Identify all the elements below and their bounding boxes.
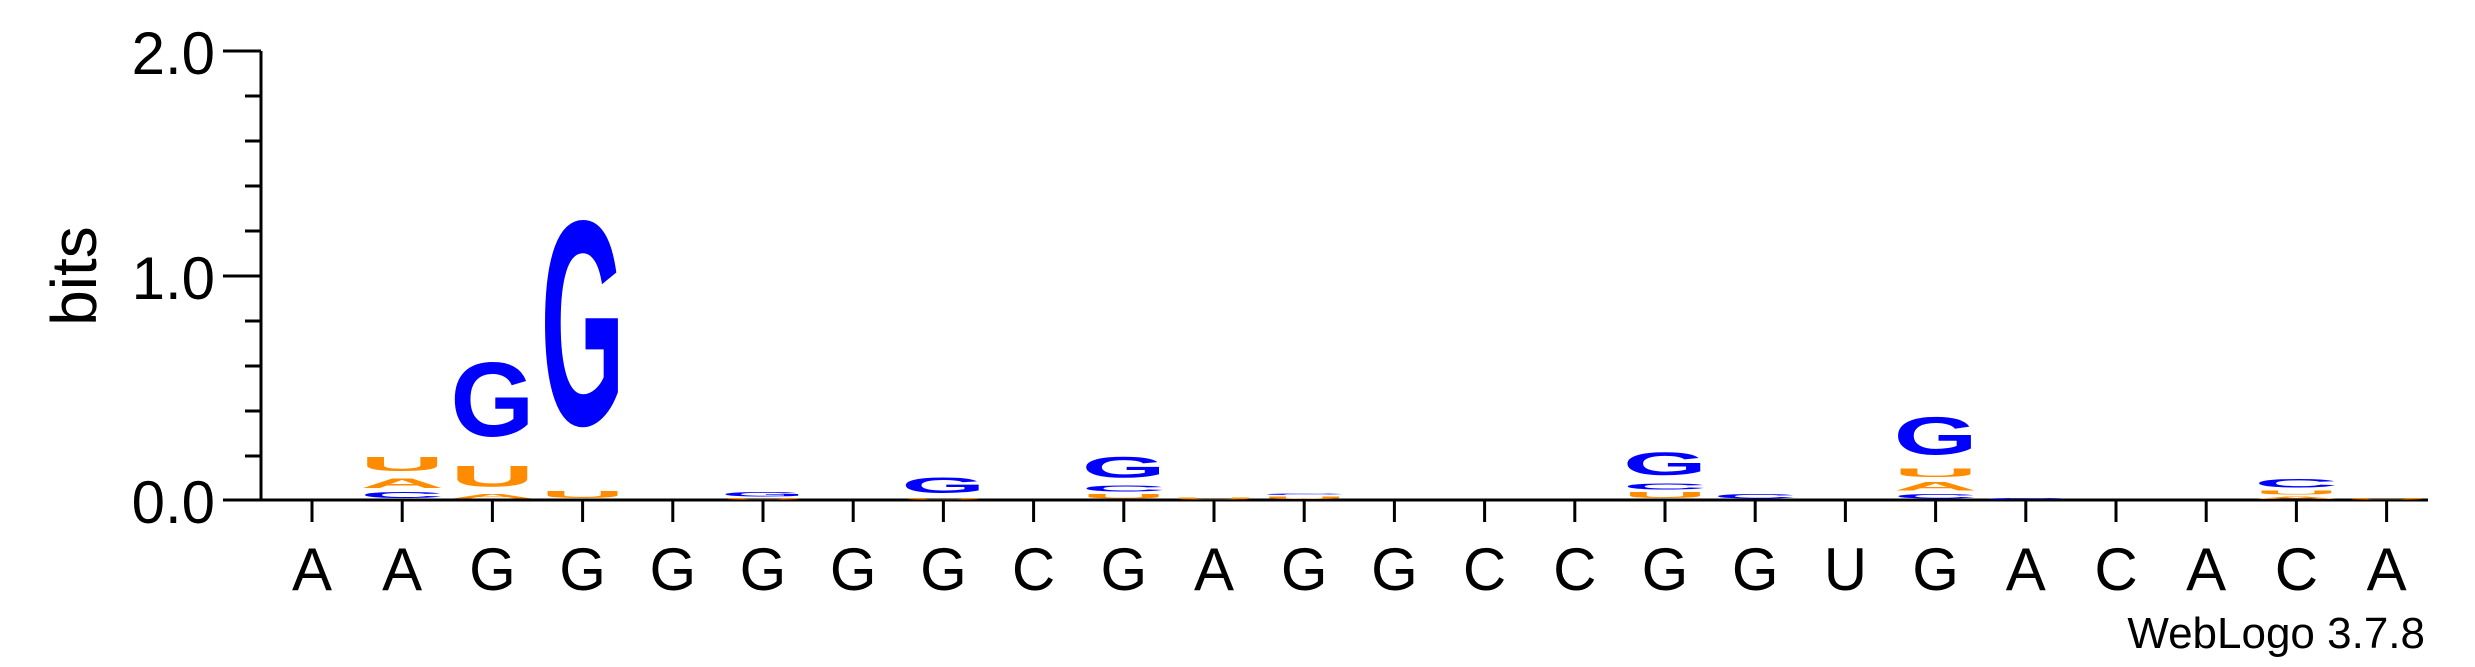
x-tick-label-20: A bbox=[2006, 536, 2046, 603]
logo-letter-C-pos-17: C bbox=[1713, 493, 1797, 500]
x-tick-label-14: C bbox=[1463, 536, 1506, 603]
x-tick-label-19: G bbox=[1912, 536, 1959, 603]
logo-letter-C-pos-20: C bbox=[1984, 498, 2068, 500]
logo-letter-A-pos-2: A bbox=[360, 475, 444, 491]
x-tick-label-2: A bbox=[382, 536, 422, 603]
y-tick-label-2.0: 2.0 bbox=[132, 20, 215, 87]
logo-letter-G-pos-10: G bbox=[1082, 450, 1166, 484]
x-tick-label-9: C bbox=[1012, 536, 1055, 603]
x-tick-label-10: G bbox=[1100, 536, 1147, 603]
x-tick-label-21: C bbox=[2094, 536, 2137, 603]
weblogo-credit: WebLogo 3.7.8 bbox=[2127, 609, 2425, 658]
x-tick-label-17: G bbox=[1732, 536, 1779, 603]
x-tick-label-24: A bbox=[2367, 536, 2407, 603]
logo-letter-C-pos-12: C bbox=[1262, 493, 1346, 495]
y-tick-label-1.0: 1.0 bbox=[132, 245, 215, 312]
logo-letter-U-pos-10: U bbox=[1082, 493, 1166, 500]
logo-letter-C-pos-10: C bbox=[1082, 484, 1166, 493]
axes: 2.0 1.0 0.0 bits bbox=[38, 20, 2428, 536]
logo-letter-U-pos-8: U bbox=[901, 498, 985, 500]
x-tick-label-16: G bbox=[1642, 536, 1689, 603]
logo-letter-U-pos-4: U bbox=[541, 489, 625, 500]
logo-letter-C-pos-2: C bbox=[360, 491, 444, 500]
logo-letter-U-pos-12: U bbox=[1262, 496, 1346, 500]
logo-letter-C-pos-23: C bbox=[2254, 476, 2338, 490]
logo-letter-U-pos-11: U bbox=[1172, 497, 1256, 500]
logo-letter-G-pos-16: G bbox=[1623, 446, 1707, 482]
logo-letter-G-pos-3: G bbox=[450, 340, 534, 459]
x-tick-label-22: A bbox=[2186, 536, 2226, 603]
x-tick-label-3: G bbox=[469, 536, 516, 603]
logo-letter-G-pos-8: G bbox=[901, 473, 985, 498]
y-tick-label-0.0: 0.0 bbox=[132, 469, 215, 536]
logo-letter-U-pos-16: U bbox=[1623, 491, 1707, 500]
x-tick-label-12: G bbox=[1281, 536, 1328, 603]
x-tick-label-11: A bbox=[1194, 536, 1234, 603]
logo-letter-A-pos-19: A bbox=[1894, 480, 1978, 494]
x-tick-marks bbox=[310, 500, 2389, 522]
y-axis-label: bits bbox=[38, 226, 110, 326]
x-tick-label-13: G bbox=[1371, 536, 1418, 603]
x-tick-label-23: C bbox=[2275, 536, 2318, 603]
logo-letter-U-pos-23: U bbox=[2254, 490, 2338, 496]
logo-letter-G-pos-19: G bbox=[1894, 406, 1978, 466]
x-tick-label-4: G bbox=[559, 536, 606, 603]
logo-letter-U-pos-2: U bbox=[360, 453, 444, 476]
logo-letter-U-pos-24: U bbox=[2345, 498, 2429, 500]
x-tick-label-18: U bbox=[1824, 536, 1867, 603]
logo-letter-G-pos-6: G bbox=[721, 491, 805, 498]
x-tick-label-5: G bbox=[649, 536, 696, 603]
logo-letter-U-pos-6: U bbox=[721, 498, 805, 500]
x-tick-label-6: G bbox=[740, 536, 787, 603]
x-tick-label-7: G bbox=[830, 536, 877, 603]
x-tick-label-8: G bbox=[920, 536, 967, 603]
logo-letter-C-pos-19: C bbox=[1894, 493, 1978, 500]
x-tick-label-15: C bbox=[1553, 536, 1596, 603]
logo-letter-A-pos-23: A bbox=[2254, 496, 2338, 500]
logo-letter-C-pos-16: C bbox=[1623, 482, 1707, 491]
logo-letter-U-pos-19: U bbox=[1894, 466, 1978, 480]
logo-letter-G-pos-4: G bbox=[541, 159, 625, 487]
logo-letter-A-pos-3: A bbox=[450, 493, 534, 500]
logo-letter-U-pos-3: U bbox=[450, 459, 534, 493]
x-tick-label-1: A bbox=[292, 536, 332, 603]
